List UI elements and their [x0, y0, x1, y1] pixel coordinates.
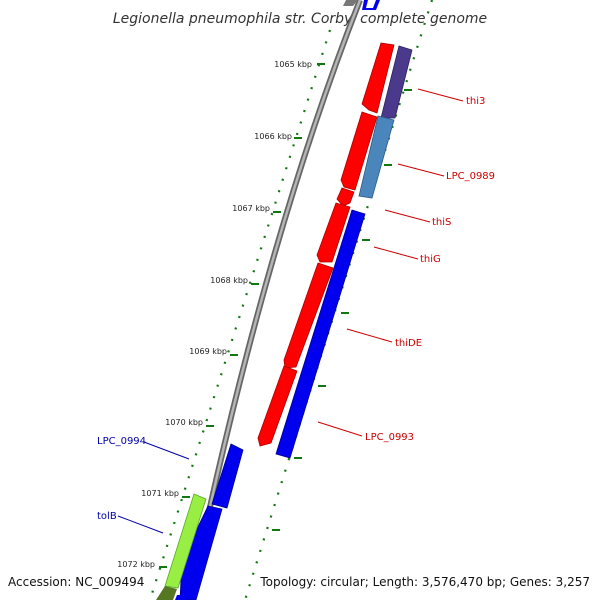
clipped-feature-grey — [343, 0, 358, 6]
gene-arrow-this[interactable] — [336, 187, 355, 207]
leader-line — [384, 209, 431, 223]
kbp-label: 1065 kbp — [274, 60, 312, 69]
minor-ticks-right — [272, 89, 412, 531]
leader-line — [117, 515, 164, 534]
clipped-feature-highlight — [366, 0, 376, 8]
gene-labels: thi3 LPC_0989 thiS thiG thiDE LPC_0993 L… — [97, 88, 495, 534]
genome-backbone-highlight — [188, 0, 362, 600]
reverse-genes-right — [275, 45, 413, 459]
kbp-scale: 1065 kbp 1066 kbp 1067 kbp 1068 kbp 1069… — [117, 60, 325, 569]
map-title: Legionella pneumophila str. Corby, compl… — [113, 11, 487, 27]
forward-genes — [257, 42, 395, 447]
feature-blue-bottom — [175, 595, 190, 600]
kbp-label: 1069 kbp — [189, 347, 227, 356]
kbp-label: 1067 kbp — [232, 204, 270, 213]
leader-line — [346, 328, 393, 343]
feature-steelblue[interactable] — [358, 115, 395, 199]
accession-text: Accession: NC_009494 — [8, 575, 144, 589]
gene-label-tolb[interactable]: tolB — [97, 511, 117, 522]
gene-label-thide[interactable]: thiDE — [395, 338, 422, 349]
gene-label-lpc0989[interactable]: LPC_0989 — [446, 171, 495, 182]
leader-line — [397, 163, 445, 177]
leader-line — [143, 441, 190, 460]
gene-arrow-lpc0994[interactable] — [211, 443, 244, 509]
leader-line — [317, 421, 363, 437]
topology-text: Topology: circular; Length: 3,576,470 bp… — [259, 575, 590, 589]
feature-purple[interactable] — [380, 45, 413, 119]
kbp-label: 1070 kbp — [165, 418, 203, 427]
gene-arrow-thide[interactable] — [283, 262, 334, 369]
kbp-label: 1068 kbp — [210, 276, 248, 285]
kbp-label: 1071 kbp — [141, 489, 179, 498]
gene-label-lpc0993[interactable]: LPC_0993 — [365, 432, 414, 443]
gene-arrow-blue-long[interactable] — [275, 209, 366, 459]
gene-arrow-lpc0993[interactable] — [257, 365, 298, 447]
leader-line — [417, 88, 464, 102]
gene-label-thi3[interactable]: thi3 — [466, 96, 485, 107]
gene-label-this[interactable]: thiS — [432, 217, 451, 228]
gene-label-lpc0994[interactable]: LPC_0994 — [97, 436, 146, 447]
gene-arrow-lpc0989[interactable] — [340, 111, 378, 191]
gene-arrow-thi3[interactable] — [361, 42, 395, 114]
gene-label-thig[interactable]: thiG — [420, 254, 441, 265]
feature-lime[interactable] — [164, 493, 207, 589]
kbp-label: 1066 kbp — [254, 132, 292, 141]
reverse-genes-left — [156, 443, 244, 600]
kbp-label: 1072 kbp — [117, 560, 155, 569]
leader-line — [373, 246, 419, 260]
feature-olive — [156, 586, 177, 600]
gene-arrow-thig[interactable] — [316, 202, 351, 263]
